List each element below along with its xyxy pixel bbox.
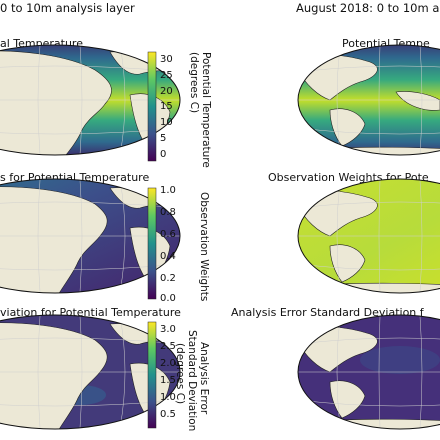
- cb3-label-line2: Standard Deviation: [186, 330, 198, 432]
- map-right-temperature-border: [297, 44, 440, 156]
- colorbar-error: [147, 321, 157, 429]
- cb1-label: Potential Temperature (degrees C): [188, 52, 212, 168]
- map-right-weights-grid: [298, 179, 440, 293]
- cb1-tick: 25: [160, 70, 173, 81]
- cb1-tick: 0: [160, 149, 167, 160]
- cb2-tick: 0.0: [160, 293, 176, 304]
- cb1-tick: 15: [160, 101, 173, 112]
- map-right-weights: [298, 179, 440, 293]
- cb3-tick: 0.5: [160, 409, 176, 420]
- cb1-tick: 10: [160, 117, 173, 128]
- right-figure-title: August 2018: 0 to 10m a: [296, 1, 440, 15]
- map-right-temperature-grid: [298, 45, 440, 155]
- cb1-tick: 5: [160, 133, 167, 144]
- cb3-tick: 2.5: [160, 341, 176, 352]
- panel3-right-title: Analysis Error Standard Deviation f: [231, 306, 424, 319]
- map-right-error-border: [297, 314, 440, 430]
- cb2-label: Observation Weights: [198, 192, 210, 302]
- cb3-tick: 3.0: [160, 324, 176, 335]
- cb3-tick: 2.0: [160, 358, 176, 369]
- cb3-tick: 1.0: [160, 392, 176, 403]
- map-left-error-border: [0, 314, 181, 430]
- cb2-tick: 0.4: [160, 251, 176, 262]
- left-figure-title: 0 to 10m analysis layer: [0, 1, 135, 15]
- map-left-weights-border: [0, 178, 181, 294]
- cb2-tick: 0.2: [160, 273, 176, 284]
- colorbar-weights: [147, 187, 157, 300]
- cb3-tick: 1.5: [160, 375, 176, 386]
- map-right-error: [298, 315, 440, 429]
- cb2-tick: 0.6: [160, 229, 176, 240]
- map-left-temperature-border: [0, 44, 181, 156]
- cb1-tick: 20: [160, 86, 173, 97]
- cb2-tick: 0.8: [160, 207, 176, 218]
- colorbar-temperature: [147, 51, 157, 162]
- map-right-error-grid: [298, 315, 440, 429]
- cb1-tick: 30: [160, 54, 173, 65]
- cb3-label-line1: Analysis Error: [198, 342, 210, 415]
- cb3-label-line3: (degrees C): [174, 343, 186, 405]
- map-right-weights-border: [297, 178, 440, 294]
- cb2-tick: 1.0: [160, 185, 176, 196]
